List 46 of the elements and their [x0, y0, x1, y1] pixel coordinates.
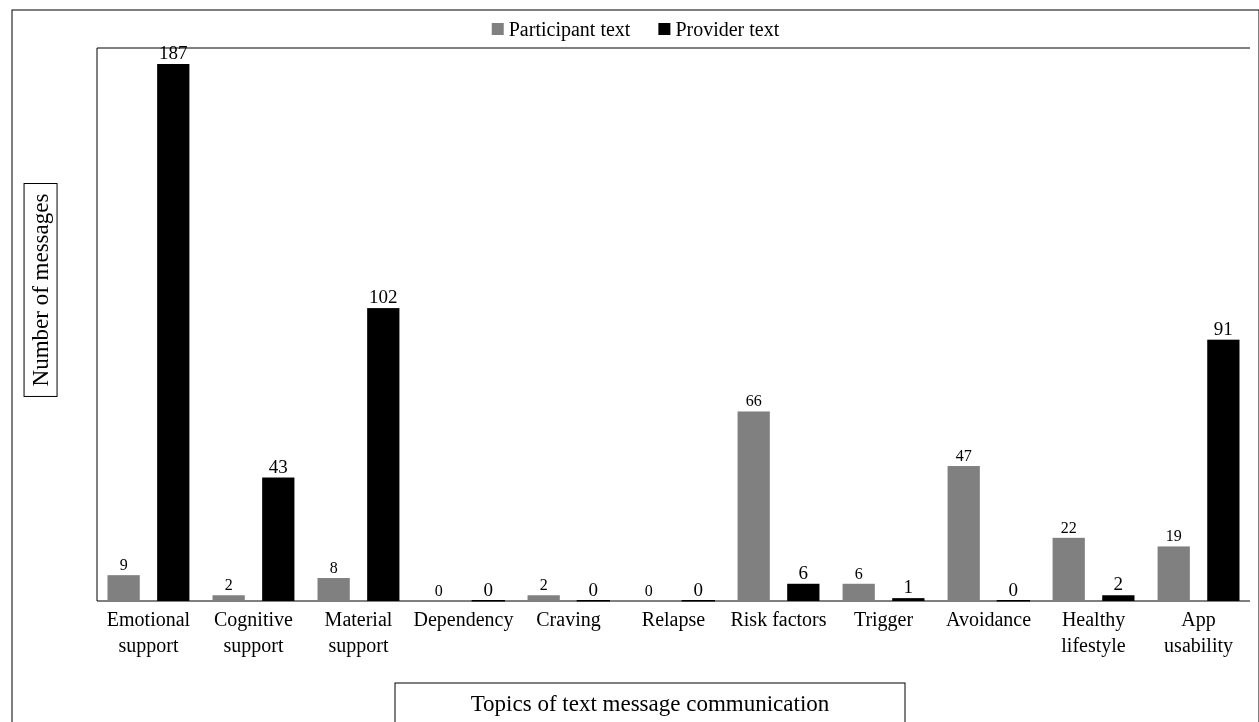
x-tick-label: Healthy lifestyle — [1061, 608, 1126, 657]
data-label: 0 — [693, 579, 704, 600]
x-tick-label: Risk factors — [730, 608, 827, 630]
bar — [317, 578, 350, 601]
x-tick-label: Trigger — [853, 608, 914, 631]
data-label: 0 — [483, 579, 494, 600]
legend-label: Provider text — [675, 18, 780, 40]
data-label: 187 — [159, 42, 188, 63]
data-label: 102 — [369, 286, 398, 308]
legend-label: Participant text — [508, 18, 631, 41]
data-label: 6 — [854, 564, 863, 582]
data-label: 9 — [119, 556, 128, 574]
x-tick-label: App usability — [1164, 608, 1233, 657]
x-tick-label: Craving — [536, 608, 601, 631]
x-tick-label: Emotional support — [106, 608, 191, 657]
x-axis-title: Topics of text message communication — [470, 691, 830, 717]
data-label: 22 — [1060, 518, 1077, 536]
bar — [212, 595, 245, 601]
bar — [737, 411, 770, 601]
bar — [1052, 537, 1085, 601]
x-tick-label: Avoidance — [945, 608, 1032, 630]
data-label: 43 — [268, 455, 288, 477]
bar — [842, 583, 875, 601]
data-label: 2 — [539, 576, 548, 594]
data-label: 6 — [798, 561, 809, 583]
x-tick-label: Relapse — [641, 608, 706, 631]
data-label: 0 — [588, 579, 599, 600]
data-label: 2 — [224, 576, 233, 594]
x-tick-label: Cognitive support — [214, 608, 294, 657]
data-label: 66 — [745, 392, 762, 410]
data-label: 47 — [955, 447, 972, 465]
data-label: 19 — [1165, 527, 1182, 545]
data-label: 1 — [903, 576, 914, 598]
x-tick-label: Material support — [324, 608, 393, 657]
data-label: 8 — [329, 559, 338, 577]
y-axis-title: Number of messages — [28, 193, 54, 387]
bar — [1157, 546, 1190, 601]
bar — [947, 466, 980, 601]
data-label: 91 — [1213, 317, 1233, 339]
x-tick-label: Dependency — [413, 608, 514, 631]
data-label: 2 — [1113, 573, 1124, 595]
bar — [107, 575, 140, 601]
bar — [527, 595, 560, 601]
data-label: 0 — [1008, 579, 1019, 600]
data-label: 0 — [644, 582, 653, 599]
data-label: 0 — [434, 582, 443, 599]
